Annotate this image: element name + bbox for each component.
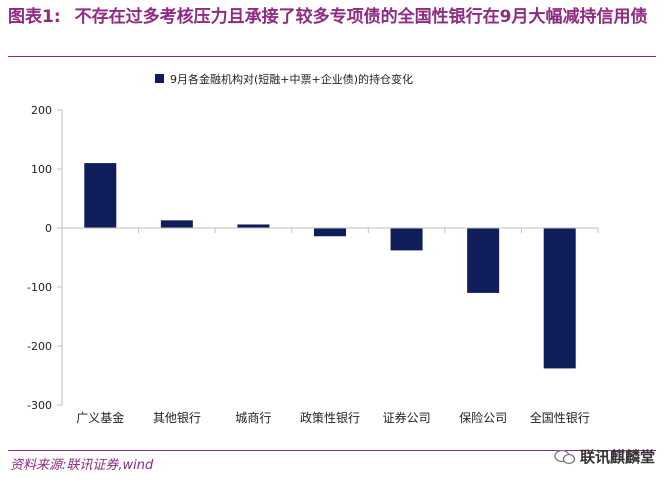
y-tick-label: 0 <box>45 222 52 235</box>
bar-chart: 9月各金融机构对(短融+中票+企业债)的持仓变化 200 100 0 -100 -200… <box>27 72 599 425</box>
source-divider <box>8 450 656 451</box>
source-note: 资料来源:联讯证券,wind <box>10 458 154 473</box>
y-tick-label: 200 <box>31 104 52 117</box>
bar <box>543 228 576 369</box>
bar <box>390 228 423 251</box>
bars <box>84 163 576 369</box>
watermark-text: 联讯麒麟堂 <box>579 448 655 466</box>
x-tick-label: 广义基金 <box>76 410 124 425</box>
x-axis: 广义基金 其他银行 城商行 政策性银行 证券公司 保险公司 全国性银行 <box>61 227 599 425</box>
bar <box>237 224 270 228</box>
title-text: 不存在过多考核压力且承接了较多专项债的全国性银行在9月大幅减持信用债 <box>74 7 648 27</box>
y-tick-label: -100 <box>27 281 52 294</box>
legend-label: 9月各金融机构对(短融+中票+企业债)的持仓变化 <box>170 72 413 86</box>
y-tick-label: 100 <box>31 163 52 176</box>
x-tick-label: 城商行 <box>235 410 271 425</box>
watermark: 联讯麒麟堂 <box>554 446 655 467</box>
wechat-icon <box>554 449 576 464</box>
bar <box>467 228 500 293</box>
x-tick-label: 全国性银行 <box>530 410 590 425</box>
x-tick-label: 其他银行 <box>153 411 201 425</box>
chart-title: 图表1: 不存在过多考核压力且承接了较多专项债的全国性银行在9月大幅减持信用债 <box>8 4 658 30</box>
x-tick-label: 政策性银行 <box>300 411 360 425</box>
x-tick-label: 证券公司 <box>383 410 431 425</box>
y-axis: 200 100 0 -100 -200 -300 <box>27 104 63 412</box>
y-tick-label: -300 <box>27 399 52 412</box>
figure-number: 图表1: <box>8 7 61 27</box>
legend-swatch <box>155 74 164 83</box>
bar <box>84 163 117 228</box>
bar <box>160 220 193 228</box>
x-tick-label: 保险公司 <box>459 410 507 425</box>
legend: 9月各金融机构对(短融+中票+企业债)的持仓变化 <box>155 72 413 86</box>
y-tick-label: -200 <box>27 340 52 353</box>
title-divider <box>8 56 656 57</box>
bar <box>314 228 346 237</box>
